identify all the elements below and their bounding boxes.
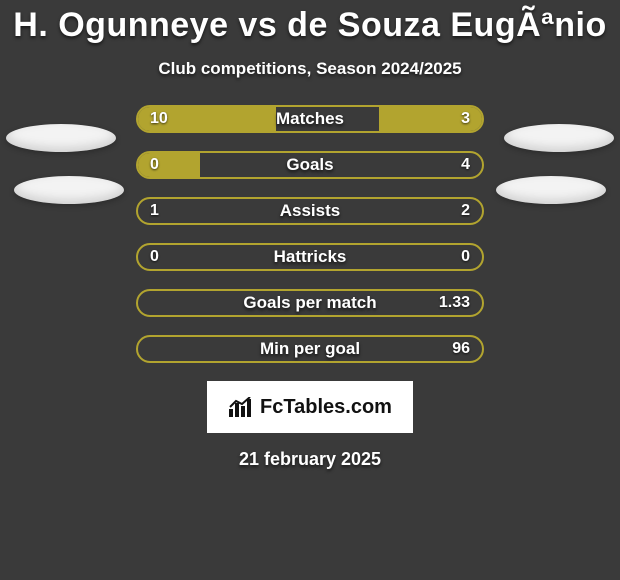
avatar-left-top	[6, 124, 116, 152]
page-subtitle: Club competitions, Season 2024/2025	[0, 59, 620, 79]
stat-row: 12Assists	[136, 197, 484, 225]
stat-label: Min per goal	[138, 337, 482, 361]
page-title: H. Ogunneye vs de Souza EugÃªnio	[0, 0, 620, 45]
stat-row: 04Goals	[136, 151, 484, 179]
avatar-left-bottom	[14, 176, 124, 204]
stat-label: Goals	[138, 153, 482, 177]
stat-row: 00Hattricks	[136, 243, 484, 271]
stat-row: 96Min per goal	[136, 335, 484, 363]
date-text: 21 february 2025	[0, 449, 620, 470]
source-badge: FcTables.com	[207, 381, 413, 433]
avatar-right-top	[504, 124, 614, 152]
stat-label: Matches	[138, 107, 482, 131]
stat-row: 1.33Goals per match	[136, 289, 484, 317]
source-badge-text: FcTables.com	[260, 396, 392, 419]
avatar-right-bottom	[496, 176, 606, 204]
chart-icon	[228, 397, 254, 417]
stat-label: Goals per match	[138, 291, 482, 315]
stat-label: Hattricks	[138, 245, 482, 269]
stat-label: Assists	[138, 199, 482, 223]
stat-row: 103Matches	[136, 105, 484, 133]
